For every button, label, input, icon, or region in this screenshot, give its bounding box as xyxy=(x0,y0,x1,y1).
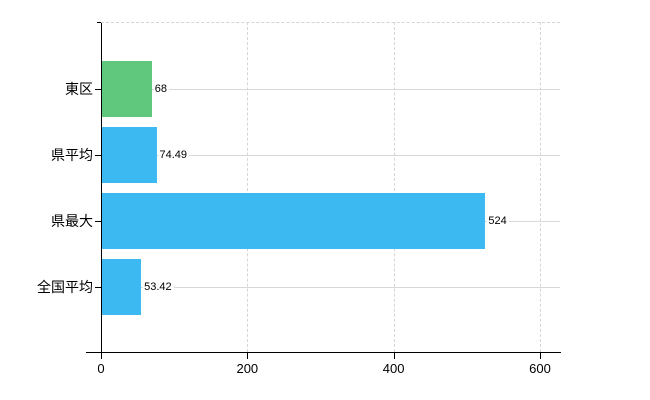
category-label: 県最大 xyxy=(51,213,93,229)
category-label: 全国平均 xyxy=(37,279,93,295)
x-gridline xyxy=(540,22,541,352)
x-tick-label: 400 xyxy=(382,361,405,376)
x-gridline xyxy=(247,22,249,352)
y-axis-tick xyxy=(95,155,101,156)
x-tick-label: 200 xyxy=(236,361,259,376)
x-axis-tick xyxy=(540,353,541,359)
bar xyxy=(102,127,157,183)
x-gridline xyxy=(393,22,395,352)
category-label: 県平均 xyxy=(51,147,93,163)
y-axis-tick xyxy=(95,89,101,90)
bar-value-label: 74.49 xyxy=(158,148,190,162)
category-gridline xyxy=(102,155,560,156)
category-label: 東区 xyxy=(65,81,93,97)
bar xyxy=(102,259,142,315)
category-gridline xyxy=(102,89,560,90)
y-axis-top-tick xyxy=(97,22,101,23)
x-axis-tick xyxy=(101,353,102,359)
bar xyxy=(102,61,152,117)
y-axis-tick xyxy=(95,287,101,288)
bar-value-label: 53.42 xyxy=(143,280,174,294)
category-gridline xyxy=(102,287,560,288)
x-tick-label: 600 xyxy=(529,361,551,376)
x-axis-tick xyxy=(393,353,395,359)
bar xyxy=(102,193,486,249)
y-axis-tick xyxy=(95,221,101,222)
x-axis-line xyxy=(86,352,561,353)
x-tick-label: 0 xyxy=(97,361,105,376)
x-axis-tick xyxy=(247,353,249,359)
y-axis-line xyxy=(101,22,102,353)
bar-value-label: 524 xyxy=(487,214,509,228)
plot-top-gridline xyxy=(101,22,560,23)
bar-value-label: 68 xyxy=(153,82,169,96)
